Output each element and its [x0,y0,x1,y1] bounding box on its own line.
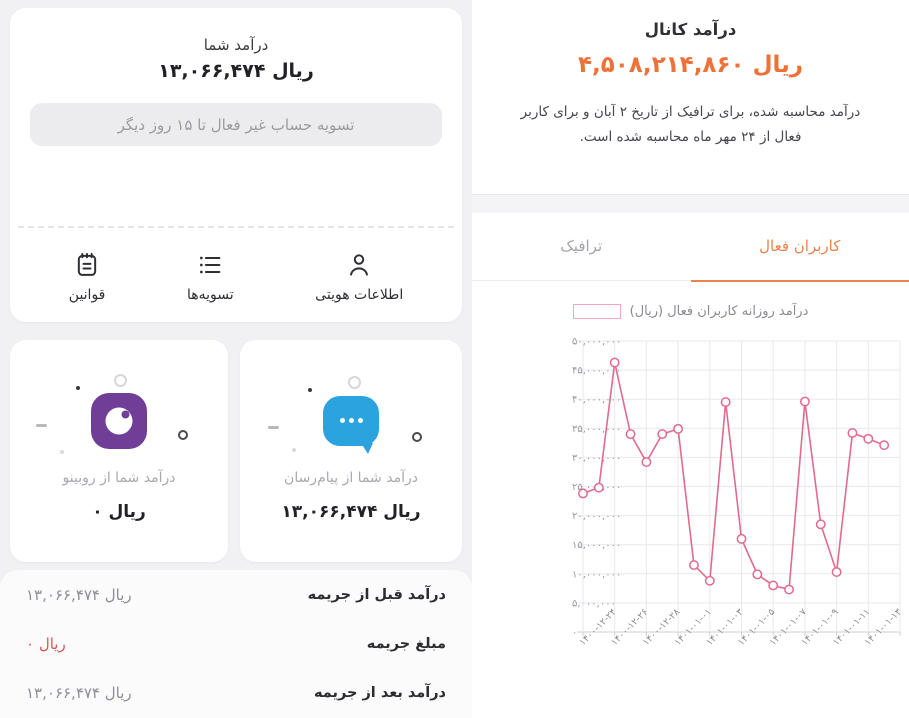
svg-text:۲۰,۰۰۰,۰۰۰: ۲۰,۰۰۰,۰۰۰ [572,511,621,522]
channel-income-description: درآمد محاسبه شده، برای ترافیک از تاریخ ۲… [520,104,861,145]
svg-text:۳۵,۰۰۰,۰۰۰: ۳۵,۰۰۰,۰۰۰ [572,424,621,435]
deco-dot [308,388,312,392]
deco-dot [60,450,64,454]
rubino-income-amount: ۰ ریال [92,502,146,522]
deco-ring [178,430,188,440]
wallet-panel: درآمد شما ۱۳,۰۶۶,۴۷۴ ریال تسویه حساب غیر… [0,0,472,718]
tab-traffic[interactable]: ترافیک [472,212,691,280]
settlement-status-banner[interactable]: تسویه حساب غیر فعال تا ۱۵ روز دیگر [30,103,442,146]
section-divider [472,194,909,213]
nav-item-identity-info[interactable]: اطلاعات هویتی [315,251,403,303]
rubino-icon-stage [10,368,228,473]
rubino-icon [91,392,147,449]
tab-label: کاربران فعال [759,237,841,255]
tab-active-users[interactable]: کاربران فعال [690,212,909,282]
messenger-income-card: درآمد شما از پیام‌رسان ۱۳,۰۶۶,۴۷۴ ریال [240,340,462,562]
rubino-income-card: درآمد شما از روبینو ۰ ریال [10,340,228,562]
svg-text:۱۰,۰۰۰,۰۰۰: ۱۰,۰۰۰,۰۰۰ [572,569,621,580]
wallet-nav-row: اطلاعات هویتی تسویه‌ها [10,232,462,322]
rules-icon [73,251,101,279]
svg-text:۳۰,۰۰۰,۰۰۰: ۳۰,۰۰۰,۰۰۰ [572,453,621,464]
svg-text:۴۵,۰۰۰,۰۰۰: ۴۵,۰۰۰,۰۰۰ [572,366,621,377]
daily-income-chart: درآمد روزانه کاربران فعال (ریال) ۵۰,۰۰۰,… [472,290,909,718]
svg-text:۵۰,۰۰۰,۰۰۰: ۵۰,۰۰۰,۰۰۰ [572,337,621,348]
messenger-income-label: درآمد شما از پیام‌رسان [284,470,418,486]
summary-row-label: مبلغ جریمه [366,635,446,652]
channel-income-panel: درآمد کانال ۴,۵۰۸,۲۱۴,۸۶۰ ریال درآمد محا… [472,0,909,718]
nav-label: اطلاعات هویتی [315,287,404,303]
nav-item-rules[interactable]: قوانین [68,251,106,303]
deco-dash [36,424,47,427]
nav-item-settlements[interactable]: تسویه‌ها [187,251,234,303]
messenger-income-amount: ۱۳,۰۶۶,۴۷۴ ریال [281,502,421,522]
line-chart-canvas: ۵۰,۰۰۰,۰۰۰ ۴۵,۰۰۰,۰۰۰ ۴۰,۰۰۰,۰۰۰ ۳۵,۰۰۰,۰۰۰… [572,337,904,649]
summary-row-label: درآمد قبل از جریمه [307,586,446,603]
income-card-title: درآمد شما [203,36,269,54]
penalty-summary-card: درآمد قبل از جریمه ۱۳,۰۶۶,۴۷۴ ریال مبلغ … [0,570,472,718]
chart-legend: درآمد روزانه کاربران فعال (ریال) [472,304,909,319]
deco-dot [76,386,80,390]
chart-legend-label: درآمد روزانه کاربران فعال (ریال) [629,304,809,319]
svg-text:۵,۰۰۰,۰۰۰: ۵,۰۰۰,۰۰۰ [572,598,616,609]
svg-text:۱۵,۰۰۰,۰۰۰: ۱۵,۰۰۰,۰۰۰ [572,540,621,551]
deco-ring [412,432,422,442]
svg-text:۴۰,۰۰۰,۰۰۰: ۴۰,۰۰۰,۰۰۰ [572,395,621,406]
list-icon [196,251,224,279]
summary-row-value: ۰ ریال [26,634,66,653]
summary-row-penalty: مبلغ جریمه ۰ ریال [0,619,472,668]
tab-label: ترافیک [560,237,603,255]
channel-income-title: درآمد کانال [644,20,737,39]
deco-ring [114,374,127,387]
deco-dash [268,426,279,429]
svg-text:۰: ۰ [572,628,577,639]
summary-row-label: درآمد بعد از جریمه [313,684,446,701]
messenger-icon [323,395,379,454]
person-icon [345,251,373,279]
summary-row-value: ۱۳,۰۶۶,۴۷۴ ریال [26,585,132,604]
rubino-income-label: درآمد شما از روبینو [62,470,176,486]
deco-ring [348,376,361,389]
deco-dot [292,448,296,452]
income-summary-card: درآمد شما ۱۳,۰۶۶,۴۷۴ ریال تسویه حساب غیر… [10,8,462,322]
legend-swatch [572,304,621,319]
channel-income-amount: ۴,۵۰۸,۲۱۴,۸۶۰ ریال [577,52,804,78]
dashed-divider [18,226,454,228]
nav-label: تسویه‌ها [186,287,234,303]
income-card-amount: ۱۳,۰۶۶,۴۷۴ ریال [158,60,314,82]
messenger-icon-stage [240,368,462,473]
summary-row-after-penalty: درآمد بعد از جریمه ۱۳,۰۶۶,۴۷۴ ریال [0,668,472,717]
nav-label: قوانین [68,287,106,303]
summary-row-before-penalty: درآمد قبل از جریمه ۱۳,۰۶۶,۴۷۴ ریال [0,570,472,619]
summary-row-value: ۱۳,۰۶۶,۴۷۴ ریال [26,683,132,702]
income-tabs: کاربران فعال ترافیک [472,212,909,282]
settlement-status-text: تسویه حساب غیر فعال تا ۱۵ روز دیگر [117,115,355,134]
